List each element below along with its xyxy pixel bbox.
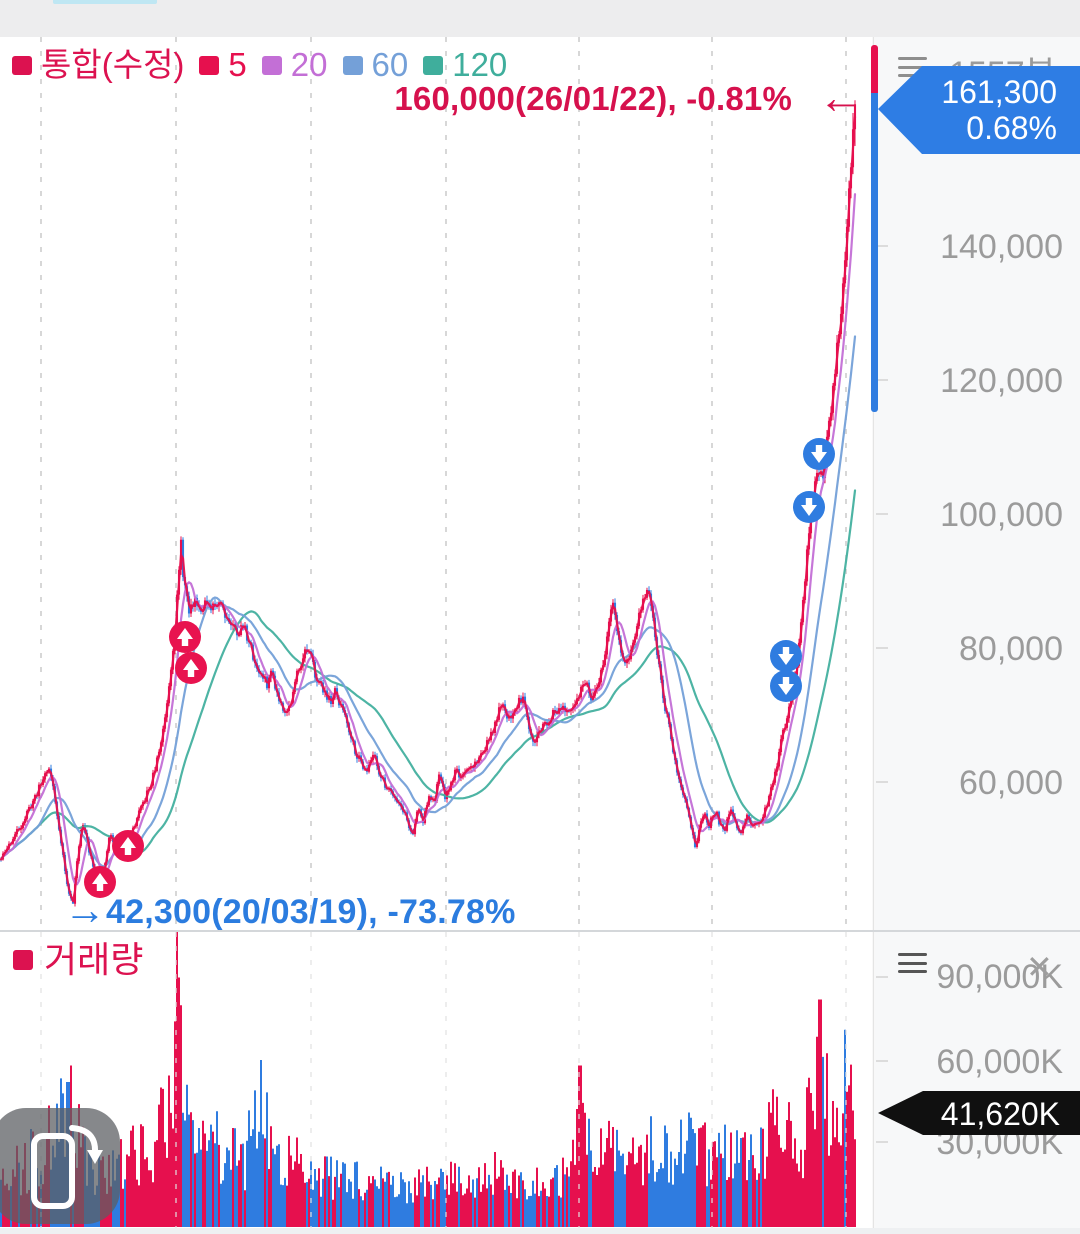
- price-chart[interactable]: [0, 37, 880, 931]
- rotate-screen-button[interactable]: [0, 1108, 120, 1224]
- legend-label-ma20: 20: [290, 46, 328, 83]
- current-price-change: 0.68%: [966, 110, 1057, 146]
- volume-legend-label: 거래량: [44, 939, 144, 980]
- sell-signal-badge: [803, 438, 835, 470]
- y-tick: [876, 513, 888, 515]
- volume-panel-menu-icon[interactable]: [898, 953, 927, 973]
- buy-signal-badge: [84, 866, 116, 898]
- range-scrollbar-down-segment[interactable]: [871, 93, 878, 412]
- vol-tick: [876, 976, 888, 978]
- current-price-tag: [878, 66, 1080, 154]
- sell-signal-badge: [770, 670, 802, 702]
- bottom-strip: [0, 1228, 1080, 1234]
- buy-signal-badge: [169, 621, 201, 653]
- volume-legend: 거래량: [13, 941, 143, 979]
- legend-swatch-ma5: [199, 55, 220, 75]
- legend-label-ma120: 120: [452, 46, 508, 83]
- panel-divider: [0, 930, 1080, 932]
- ma-line-120: [0, 489, 857, 861]
- high-annotation: 160,000(26/01/22), -0.81%: [394, 80, 792, 117]
- legend-item-ma120[interactable]: 120: [423, 48, 507, 82]
- range-scrollbar-up-segment[interactable]: [871, 45, 878, 93]
- high-annotation-arrow-icon: ←: [818, 71, 864, 123]
- legend-item-ma5[interactable]: 5: [199, 46, 247, 83]
- legend-label-total: 통합(수정): [41, 46, 185, 83]
- legend-item-ma20[interactable]: 20: [261, 46, 328, 83]
- ma-line-20: [0, 193, 857, 886]
- volume-panel-close-icon[interactable]: ✕: [1026, 949, 1053, 985]
- y-axis-label-140000: 140,000: [940, 228, 1063, 266]
- y-axis-label-120000: 120,000: [940, 362, 1063, 400]
- y-axis-label-80000: 80,000: [959, 630, 1063, 668]
- y-tick: [876, 781, 888, 783]
- current-volume-tag: [878, 1091, 1080, 1135]
- y-tick: [876, 379, 888, 381]
- y-tick: [876, 647, 888, 649]
- right-axis-panel: [875, 37, 1080, 1228]
- rotate-phone-icon: [31, 1125, 103, 1209]
- vol-axis-label-90000k: 90,000K: [936, 958, 1063, 996]
- legend-label-ma5: 5: [228, 46, 247, 83]
- vol-tick: [876, 1060, 888, 1062]
- ma-line-5: [0, 115, 857, 903]
- vol-axis-label-60000k: 60,000K: [936, 1043, 1063, 1081]
- top-strip: [0, 0, 1080, 37]
- y-axis-label-60000: 60,000: [959, 764, 1063, 802]
- volume-legend-swatch: [13, 950, 33, 970]
- legend-swatch-ma60: [342, 55, 363, 75]
- buy-signal-badge: [175, 652, 207, 684]
- legend-label-ma60: 60: [371, 46, 409, 83]
- legend-item-total[interactable]: 통합(수정): [12, 48, 184, 82]
- y-axis-label-100000: 100,000: [940, 496, 1063, 534]
- buy-signal-badge: [112, 830, 144, 862]
- legend-swatch-ma120: [423, 55, 444, 75]
- scrubber-fragment: [53, 0, 157, 4]
- candle-wicks-up: [2, 100, 856, 907]
- y-tick: [876, 245, 888, 247]
- sell-signal-badge: [770, 640, 802, 672]
- indicator-legend: 통합(수정) 5 20 60 120: [12, 48, 507, 82]
- legend-swatch-total: [12, 55, 32, 75]
- candle-bodies-up: [1, 104, 857, 904]
- legend-item-ma60[interactable]: 60: [342, 46, 409, 83]
- legend-swatch-ma20: [261, 55, 282, 75]
- sell-signal-badge: [793, 491, 825, 523]
- vol-tick: [876, 1141, 888, 1143]
- current-volume-value: 41,620K: [940, 1096, 1060, 1132]
- low-annotation-arrow-icon: →: [64, 886, 106, 933]
- current-price-value: 161,300: [941, 74, 1057, 110]
- low-annotation: 42,300(20/03/19), -73.78%: [106, 893, 516, 931]
